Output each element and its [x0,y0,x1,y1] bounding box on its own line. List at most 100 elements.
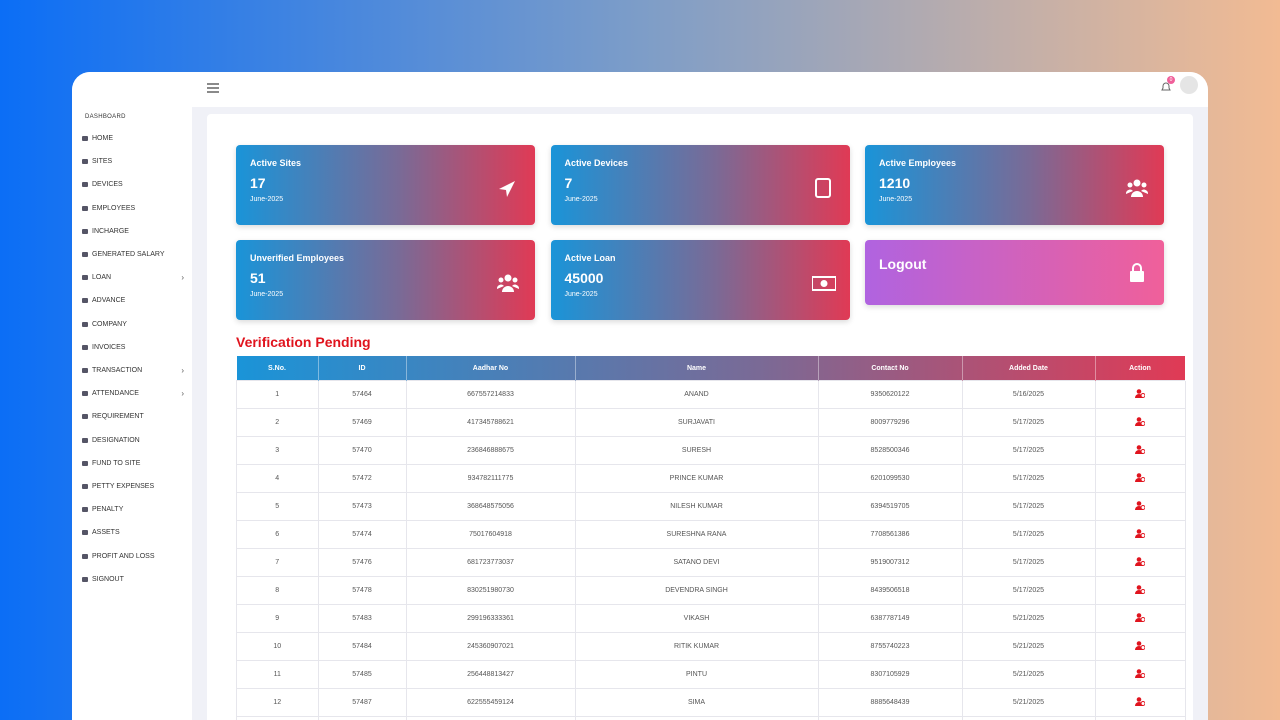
table-cell: 5/17/2025 [961,436,1096,465]
table-cell: 12 [236,688,319,717]
table-cell: 6387787149 [817,604,963,633]
menu-item[interactable]: ASSETS [82,529,184,536]
table-cell: 57483 [317,604,407,633]
menu-item[interactable]: PENALTY [82,506,184,513]
menu-item[interactable]: TRANSACTION › [82,366,184,375]
menu-item[interactable]: COMPANY [82,321,184,328]
menu-item[interactable]: SITES [82,158,184,165]
table-cell: 6201099530 [817,464,963,493]
verify-action[interactable] [1135,389,1146,400]
menu-label: ASSETS [92,529,120,537]
top-bar: 0 [192,72,1208,107]
menu-item[interactable]: PROFIT AND LOSS [82,553,184,560]
card-title: Logout [879,255,927,272]
verify-action[interactable] [1135,585,1146,596]
notification-badge: 0 [1167,76,1175,84]
table-cell: 4 [236,464,319,493]
menu-item[interactable]: DEVICES [82,181,184,188]
menu-icon [82,344,88,350]
menu-label: REQUIREMENT [92,413,144,421]
table-cell: 6 [236,520,319,549]
submenu-chevron: › [181,366,184,375]
action-cell [1094,464,1186,493]
menu-label: PETTY EXPENSES [92,483,155,490]
menu-item[interactable]: HOME [82,135,184,142]
table-row: 4 57472 934782111775 PRINCE KUMAR 6201099530… [236,464,1186,493]
menu-item[interactable]: LOAN › [82,273,184,282]
menu-item[interactable]: ADVANCE [82,297,184,304]
menu-item[interactable]: INVOICES [82,344,184,351]
table-cell: 7 [236,548,319,577]
verify-action[interactable] [1135,529,1146,540]
table-cell: 57464 [317,380,407,409]
table-cell: 75017604918 [405,520,576,549]
table-cell: 417345788621 [405,408,576,437]
stat-card: Active Devices 7 June-2025 [550,145,850,225]
menu-item[interactable]: DESIGNATION [82,437,184,444]
card-period: June-2025 [564,290,598,298]
table-row: 7 57476 681723773037 SATANO DEVI 9519007312 5… [236,548,1186,577]
table-cell: VIKASH [574,604,819,633]
menu-item[interactable]: GENERATED SALARY [82,251,184,258]
verify-action[interactable] [1135,557,1146,568]
table-cell: 7708561386 [817,520,963,549]
verify-action[interactable] [1135,417,1146,428]
table-cell: 8009779296 [817,408,963,437]
menu-label: DESIGNATION [92,436,140,444]
menu-item[interactable]: FUND TO SITE [82,460,184,467]
action-cell [1094,604,1186,633]
menu-item[interactable]: SIGNOUT [82,576,184,583]
verify-action[interactable] [1135,641,1146,652]
sidebar-section: DASHBOARD [85,114,126,120]
verify-action[interactable] [1135,501,1146,512]
table-cell: 236846888675 [405,436,576,465]
menu-toggle[interactable] [207,83,219,93]
card-icon [811,275,836,291]
menu-label: DEVICES [92,181,123,189]
card-title: Active Devices [564,158,629,168]
column-header: Aadhar No [406,356,576,381]
table-cell: 57485 [317,660,407,689]
verify-action[interactable] [1135,445,1146,456]
table-row: 3 57470 236846888675 SURESH 8528500346 5/17/2… [236,436,1186,465]
card-value: 7 [564,175,573,191]
table-cell: 57488 [317,716,407,720]
table-cell: 10 [236,632,319,661]
menu-item[interactable]: EMPLOYEES [82,205,184,212]
menu-icon [82,507,88,513]
table-cell: DEVENDRA SINGH [574,576,819,605]
table-row: 8 57478 830251980730 DEVENDRA SINGH 84395065… [236,576,1186,605]
table-row: 1357488926604370656AMIT KUMAR89309616075… [236,716,1186,720]
card-icon [497,274,520,292]
menu-icon [82,298,88,304]
verify-action[interactable] [1135,697,1146,708]
table-cell: 5/17/2025 [961,492,1096,521]
table-cell: 9519007312 [817,548,963,577]
menu-label: INVOICES [92,343,126,351]
table-cell: 8930961607 [817,716,963,720]
menu-label: TRANSACTION [92,367,143,374]
card-period: June-2025 [250,196,284,203]
menu-item[interactable]: INCHARGE [82,228,184,235]
menu-label: INCHARGE [92,227,129,235]
menu-icon [82,228,88,234]
menu-item[interactable]: REQUIREMENT [82,413,184,420]
user-avatar[interactable] [1180,76,1198,94]
menu-icon [82,275,88,281]
content-panel: Verification Pending S.No. ID Aadhar No Nam… [207,114,1193,720]
action-cell [1094,520,1186,549]
verify-action[interactable] [1135,669,1146,680]
table-cell: 245360907021 [405,632,576,661]
verify-action[interactable] [1135,613,1146,624]
stat-card[interactable]: Logout [865,239,1164,305]
verify-action[interactable] [1135,473,1146,484]
notification-bell[interactable] [1160,81,1172,93]
table-cell: 8755740223 [817,632,963,661]
table-cell: 57484 [317,632,407,661]
menu-item[interactable]: ATTENDANCE › [82,389,184,398]
menu-item[interactable]: PETTY EXPENSES [82,483,184,490]
table-cell: 5/21/2025 [961,688,1096,717]
table-cell: PRINCE KUMAR [574,464,819,493]
menu-label: COMPANY [92,320,127,328]
table-cell: 9350620122 [817,380,963,409]
